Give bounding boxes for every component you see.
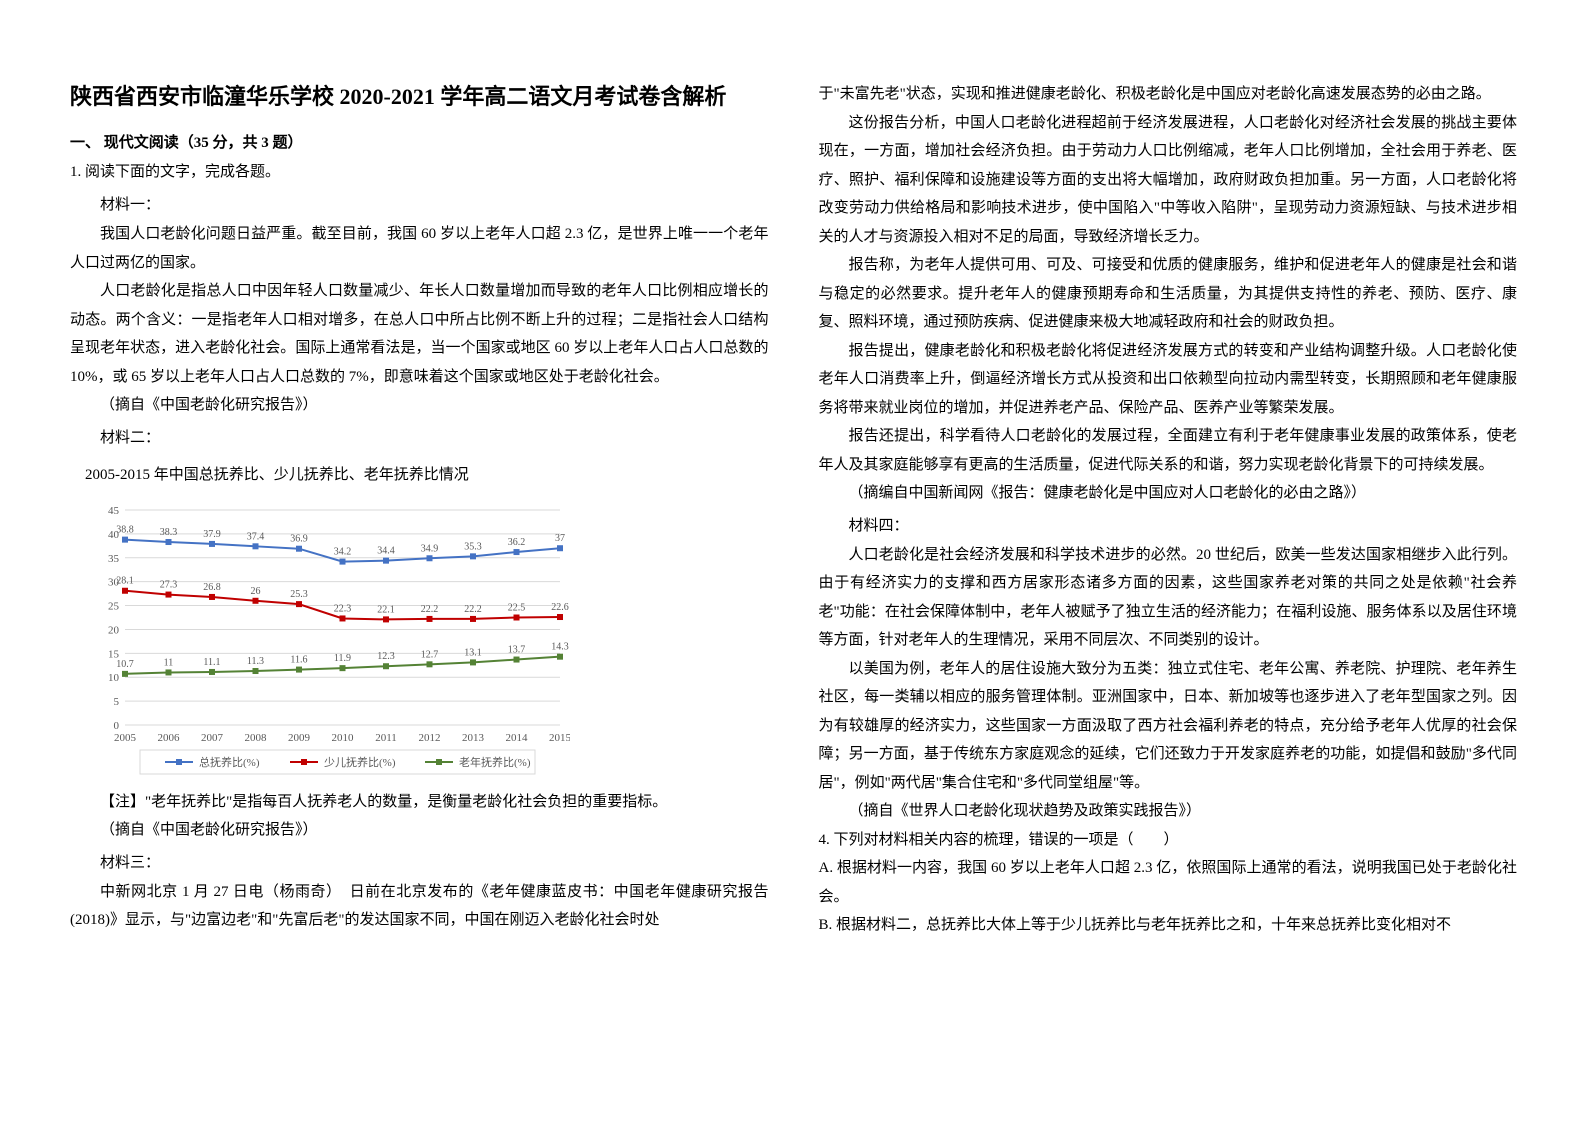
svg-text:22.5: 22.5: [508, 602, 526, 613]
svg-text:22.3: 22.3: [334, 603, 352, 614]
svg-text:36.2: 36.2: [508, 537, 526, 548]
svg-text:2009: 2009: [288, 732, 311, 744]
svg-text:2005: 2005: [114, 732, 137, 744]
material-3-para-1: 中新网北京 1 月 27 日电（杨雨奇） 日前在北京发布的《老年健康蓝皮书：中国…: [70, 878, 769, 935]
left-column: 陕西省西安市临潼华乐学校 2020-2021 学年高二语文月考试卷含解析 一、 …: [70, 80, 769, 1042]
svg-text:35.3: 35.3: [464, 541, 482, 552]
svg-text:38.3: 38.3: [160, 527, 178, 538]
svg-text:20: 20: [108, 624, 120, 636]
svg-text:11.1: 11.1: [203, 656, 220, 667]
svg-text:11: 11: [164, 657, 174, 668]
material-4-label: 材料四：: [819, 514, 1518, 535]
svg-text:37.4: 37.4: [247, 531, 265, 542]
svg-text:10: 10: [108, 672, 120, 684]
svg-text:36.9: 36.9: [290, 533, 308, 544]
material-1-label: 材料一：: [70, 193, 769, 214]
svg-text:37.9: 37.9: [203, 528, 221, 539]
svg-text:25.3: 25.3: [290, 589, 308, 600]
material-4-para-1: 人口老龄化是社会经济发展和科学技术进步的必然。20 世纪后，欧美一些发达国家相继…: [819, 541, 1518, 655]
svg-text:总抚养比(%): 总抚养比(%): [199, 755, 260, 769]
col2-para-2: 这份报告分析，中国人口老龄化进程超前于经济发展进程，人口老龄化对经济社会发展的挑…: [819, 109, 1518, 252]
dependency-ratio-chart: 0510152025303540452005200620072008200920…: [90, 500, 570, 780]
svg-text:2007: 2007: [201, 732, 224, 744]
svg-text:45: 45: [108, 505, 120, 517]
svg-text:0: 0: [114, 720, 120, 732]
svg-text:2014: 2014: [506, 732, 529, 744]
svg-text:2011: 2011: [375, 732, 397, 744]
svg-text:2012: 2012: [419, 732, 441, 744]
material-4-source: （摘自《世界人口老龄化现状趋势及政策实践报告》）: [819, 797, 1518, 826]
document-title: 陕西省西安市临潼华乐学校 2020-2021 学年高二语文月考试卷含解析: [70, 80, 769, 113]
svg-text:少儿抚养比(%): 少儿抚养比(%): [324, 755, 396, 769]
question-4: 4. 下列对材料相关内容的梳理，错误的一项是（ ）: [819, 826, 1518, 855]
svg-text:14.3: 14.3: [551, 641, 569, 652]
question-1: 1. 阅读下面的文字，完成各题。: [70, 160, 769, 181]
svg-text:35: 35: [108, 552, 120, 564]
svg-text:22.6: 22.6: [551, 602, 569, 613]
svg-text:22.2: 22.2: [421, 603, 439, 614]
col2-para-1: 于"未富先老"状态，实现和推进健康老龄化、积极老龄化是中国应对老龄化高速发展态势…: [819, 80, 1518, 109]
svg-text:5: 5: [114, 696, 120, 708]
svg-text:34.4: 34.4: [377, 545, 395, 556]
svg-text:11.6: 11.6: [290, 654, 307, 665]
svg-text:老年抚养比(%): 老年抚养比(%): [459, 755, 531, 769]
section-heading: 一、 现代文阅读（35 分，共 3 题）: [70, 131, 769, 152]
svg-text:2010: 2010: [332, 732, 355, 744]
svg-text:22.2: 22.2: [464, 603, 482, 614]
svg-text:2008: 2008: [245, 732, 268, 744]
svg-text:26: 26: [251, 585, 261, 596]
svg-text:34.2: 34.2: [334, 546, 352, 557]
svg-text:27.3: 27.3: [160, 579, 178, 590]
material-3-source: （摘编自中国新闻网《报告：健康老龄化是中国应对人口老龄化的必由之路》）: [819, 479, 1518, 508]
svg-text:10.7: 10.7: [116, 658, 134, 669]
material-2-source: （摘自《中国老龄化研究报告》）: [70, 816, 769, 845]
right-column: 于"未富先老"状态，实现和推进健康老龄化、积极老龄化是中国应对老龄化高速发展态势…: [819, 80, 1518, 1042]
material-1-para-2: 人口老龄化是指总人口中因年轻人口数量减少、年长人口数量增加而导致的老年人口比例相…: [70, 277, 769, 391]
svg-text:2015: 2015: [549, 732, 570, 744]
col2-para-3: 报告称，为老年人提供可用、可及、可接受和优质的健康服务，维护和促进老年人的健康是…: [819, 251, 1518, 337]
svg-text:38.8: 38.8: [116, 524, 134, 535]
chart-note: 【注】"老年抚养比"是指每百人抚养老人的数量，是衡量老龄化社会负担的重要指标。: [70, 788, 769, 817]
svg-text:2013: 2013: [462, 732, 485, 744]
svg-text:12.7: 12.7: [421, 649, 439, 660]
svg-text:11.9: 11.9: [334, 653, 351, 664]
svg-text:34.9: 34.9: [421, 543, 439, 554]
svg-text:13.1: 13.1: [464, 647, 482, 658]
svg-text:37: 37: [555, 533, 565, 544]
svg-text:22.1: 22.1: [377, 604, 395, 615]
svg-text:26.8: 26.8: [203, 581, 221, 592]
material-4-para-2: 以美国为例，老年人的居住设施大致分为五类：独立式住宅、老年公寓、养老院、护理院、…: [819, 655, 1518, 798]
svg-text:12.3: 12.3: [377, 651, 395, 662]
col2-para-4: 报告提出，健康老龄化和积极老龄化将促进经济发展方式的转变和产业结构调整升级。人口…: [819, 337, 1518, 423]
material-3-label: 材料三：: [70, 851, 769, 872]
svg-text:13.7: 13.7: [508, 644, 526, 655]
svg-text:2006: 2006: [158, 732, 181, 744]
material-1-para-1: 我国人口老龄化问题日益严重。截至目前，我国 60 岁以上老年人口超 2.3 亿，…: [70, 220, 769, 277]
chart-title: 2005-2015 年中国总抚养比、少儿抚养比、老年抚养比情况: [70, 463, 769, 484]
option-a: A. 根据材料一内容，我国 60 岁以上老年人口超 2.3 亿，依照国际上通常的…: [819, 854, 1518, 911]
svg-text:25: 25: [108, 600, 120, 612]
material-2-label: 材料二：: [70, 426, 769, 447]
svg-text:11.3: 11.3: [247, 656, 264, 667]
svg-text:28.1: 28.1: [116, 575, 134, 586]
col2-para-5: 报告还提出，科学看待人口老龄化的发展过程，全面建立有利于老年健康事业发展的政策体…: [819, 422, 1518, 479]
material-1-source: （摘自《中国老龄化研究报告》）: [70, 391, 769, 420]
option-b: B. 根据材料二，总抚养比大体上等于少儿抚养比与老年抚养比之和，十年来总抚养比变…: [819, 911, 1518, 940]
